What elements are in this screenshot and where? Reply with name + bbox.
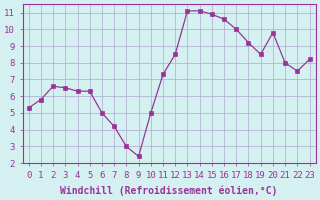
X-axis label: Windchill (Refroidissement éolien,°C): Windchill (Refroidissement éolien,°C) bbox=[60, 185, 278, 196]
